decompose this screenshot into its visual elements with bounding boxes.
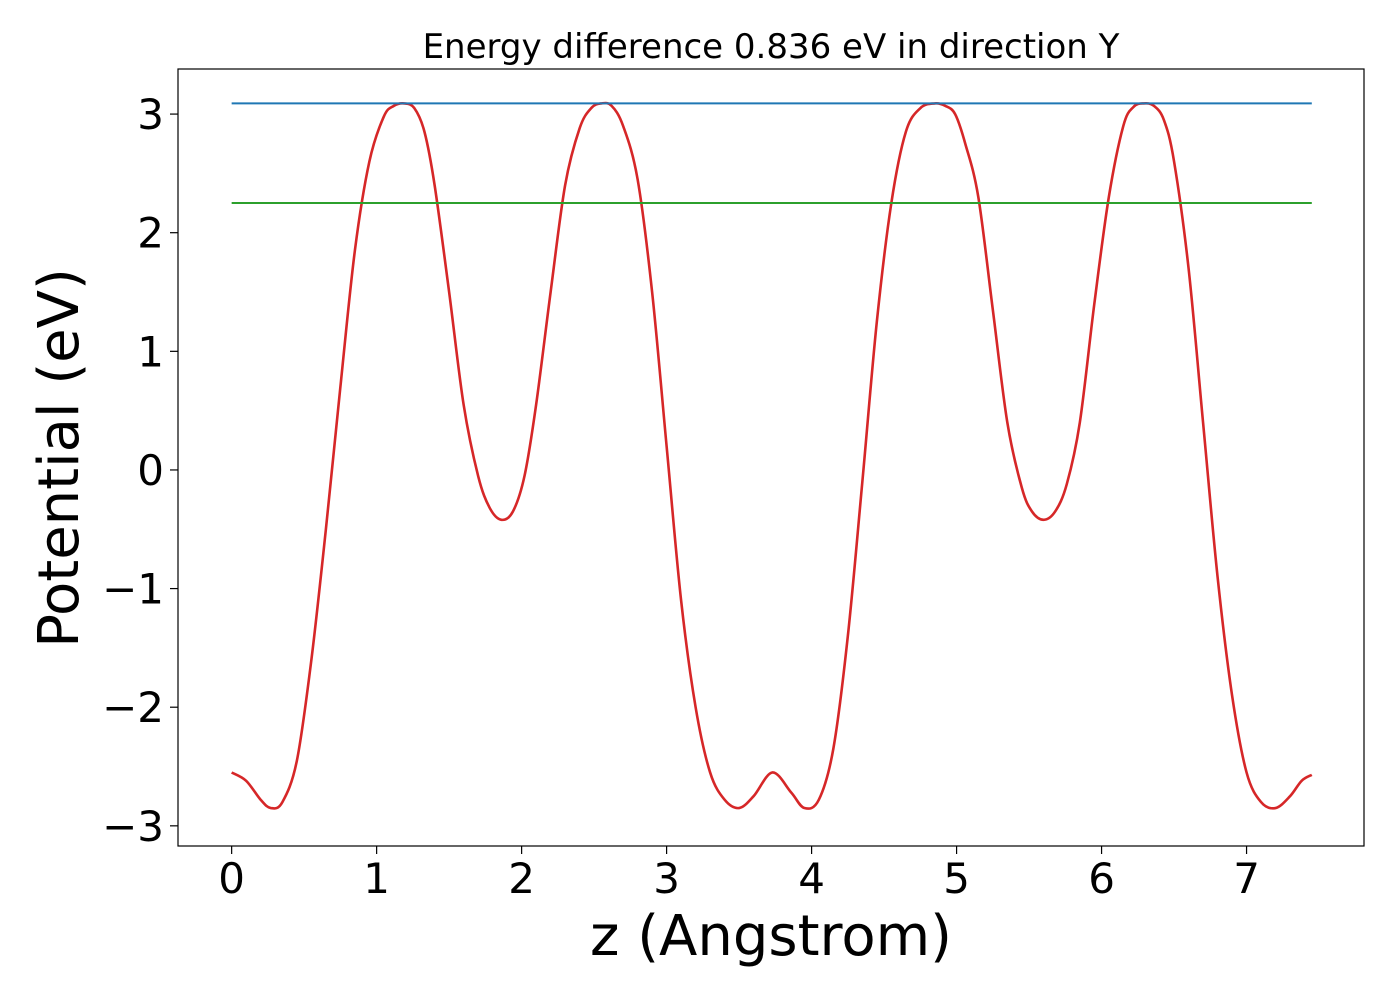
y-axis: −3 −2 −1 0 1 2 3 — [102, 90, 178, 851]
x-tick-label: 3 — [653, 854, 680, 903]
y-tick-label: 2 — [137, 209, 164, 258]
x-axis: 0 1 2 3 4 5 6 7 — [218, 846, 1260, 903]
y-tick-label: −1 — [102, 565, 164, 614]
x-tick-label: 6 — [1088, 854, 1115, 903]
x-tick-label: 0 — [218, 854, 245, 903]
y-tick-label: 3 — [137, 90, 164, 139]
series-layer — [231, 101, 1313, 810]
x-tick-label: 5 — [943, 854, 970, 903]
series-line-0 — [231, 101, 1313, 810]
y-tick-label: −3 — [102, 802, 164, 851]
x-tick-label: 4 — [798, 854, 825, 903]
y-tick-label: −2 — [102, 683, 164, 732]
x-tick-label: 2 — [508, 854, 535, 903]
y-tick-label: 0 — [137, 446, 164, 495]
x-tick-label: 1 — [363, 854, 390, 903]
x-tick-label: 7 — [1233, 854, 1260, 903]
chart-title: Energy difference 0.836 eV in direction … — [423, 27, 1120, 67]
plot-frame — [177, 68, 1365, 847]
y-tick-label: 1 — [137, 327, 164, 376]
x-axis-label: z (Angstrom) — [590, 904, 952, 969]
y-axis-label: Potential (eV) — [27, 268, 92, 648]
